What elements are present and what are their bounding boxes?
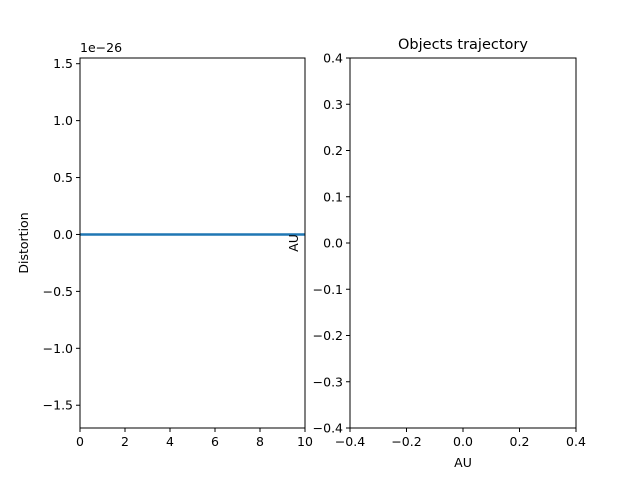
distortion-x-ticks: 0 2 4 6 8 10 — [76, 428, 313, 449]
distortion-y-tick-label: 1.0 — [53, 113, 73, 128]
distortion-plot: 0 2 4 6 8 10 −1.5 −1.0 −0.5 0.0 0.5 1.0 1.5 1e−26 D… — [16, 40, 313, 449]
trajectory-y-tick-label: 0.3 — [323, 97, 343, 112]
trajectory-x-tick-label: 0.4 — [566, 434, 586, 449]
distortion-y-tick-label: −0.5 — [43, 284, 73, 299]
trajectory-y-tick-label: 0.1 — [323, 189, 343, 204]
trajectory-x-tick-label: 0.0 — [453, 434, 473, 449]
distortion-y-tick-label: 0.0 — [53, 227, 73, 242]
distortion-y-tick-label: −1.0 — [43, 341, 73, 356]
distortion-x-tick-label: 4 — [166, 434, 174, 449]
trajectory-x-axis-label: AU — [454, 455, 472, 470]
distortion-x-tick-label: 0 — [76, 434, 84, 449]
distortion-y-tick-label: 1.5 — [53, 56, 73, 71]
trajectory-y-tick-label: 0.4 — [323, 51, 343, 66]
trajectory-y-tick-label: −0.2 — [313, 328, 343, 343]
distortion-y-tick-label: 0.5 — [53, 170, 73, 185]
trajectory-x-tick-label: −0.2 — [391, 434, 421, 449]
distortion-y-axis-label: Distortion — [16, 212, 31, 273]
distortion-x-tick-label: 8 — [256, 434, 264, 449]
trajectory-y-tick-label: −0.1 — [313, 282, 343, 297]
trajectory-x-ticks: −0.4 −0.2 0.0 0.2 0.4 — [335, 428, 586, 449]
distortion-plot-frame — [79, 57, 306, 429]
trajectory-title: Objects trajectory — [398, 37, 528, 53]
trajectory-y-tick-label: −0.4 — [313, 421, 343, 436]
distortion-x-tick-label: 6 — [211, 434, 219, 449]
trajectory-y-tick-label: 0.2 — [323, 143, 343, 158]
trajectory-plot: −0.4 −0.2 0.0 0.2 0.4 −0.4 −0.3 −0.2 −0.1 0.0 0.1… — [286, 37, 586, 470]
trajectory-y-tick-label: 0.0 — [323, 236, 343, 251]
trajectory-x-tick-label: 0.2 — [510, 434, 530, 449]
trajectory-x-tick-label: −0.4 — [335, 434, 365, 449]
distortion-y-tick-label: −1.5 — [43, 398, 73, 413]
trajectory-y-axis-label: AU — [286, 234, 301, 252]
distortion-y-offset-label: 1e−26 — [80, 40, 122, 55]
trajectory-y-tick-label: −0.3 — [313, 374, 343, 389]
distortion-y-ticks: −1.5 −1.0 −0.5 0.0 0.5 1.0 1.5 — [43, 56, 80, 413]
distortion-x-tick-label: 2 — [121, 434, 129, 449]
distortion-x-tick-label: 10 — [297, 434, 313, 449]
trajectory-y-ticks: −0.4 −0.3 −0.2 −0.1 0.0 0.1 0.2 0.3 0.4 — [313, 51, 350, 436]
